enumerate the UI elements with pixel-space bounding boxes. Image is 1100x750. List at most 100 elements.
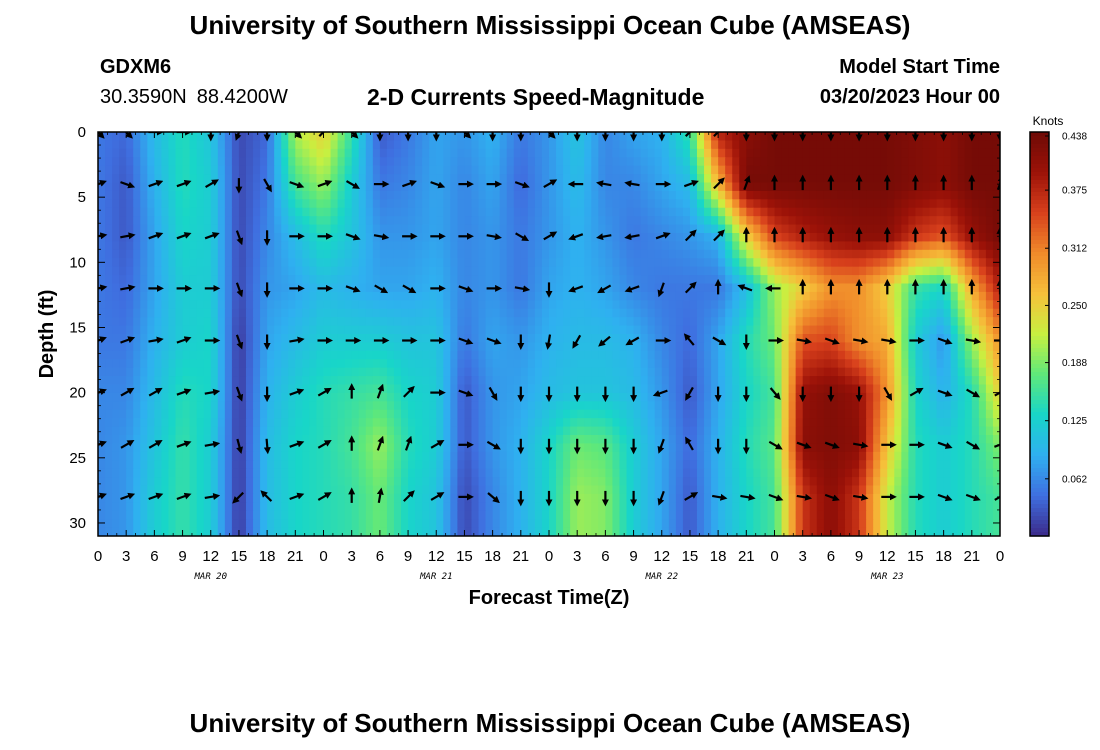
heatmap-cell xyxy=(746,367,754,377)
heatmap-cell xyxy=(661,132,670,142)
heatmap-cell xyxy=(711,409,719,419)
heatmap-cell xyxy=(964,140,973,150)
heatmap-cell xyxy=(844,418,853,428)
heatmap-cell xyxy=(584,300,592,310)
heatmap-cell xyxy=(217,392,226,402)
heatmap-cell xyxy=(774,157,783,167)
heatmap-cell xyxy=(739,350,747,360)
heatmap-cell xyxy=(330,435,339,445)
heatmap-cell xyxy=(647,148,656,158)
heatmap-cell xyxy=(393,165,402,175)
heatmap-cell xyxy=(267,435,275,445)
heatmap-cell xyxy=(274,224,282,234)
heatmap-cell xyxy=(379,359,388,369)
heatmap-cell xyxy=(978,418,987,428)
heatmap-cell xyxy=(520,249,529,259)
heatmap-cell xyxy=(224,249,233,259)
heatmap-cell xyxy=(408,350,416,360)
heatmap-cell xyxy=(605,266,614,276)
heatmap-cell xyxy=(98,308,106,318)
heatmap-cell xyxy=(788,376,797,386)
heatmap-cell xyxy=(485,241,494,251)
heatmap-cell xyxy=(570,266,578,276)
heatmap-cell xyxy=(943,376,952,386)
heatmap-cell xyxy=(781,207,790,217)
heatmap-cell xyxy=(605,174,614,184)
heatmap-cell xyxy=(626,190,635,200)
heatmap-cell xyxy=(450,334,458,344)
heatmap-cell xyxy=(267,266,275,276)
heatmap-cell xyxy=(98,157,106,167)
heatmap-cell xyxy=(781,241,790,251)
heatmap-cell xyxy=(725,392,733,402)
heatmap-cell xyxy=(570,224,578,234)
heatmap-cell xyxy=(133,283,141,293)
heatmap-cell xyxy=(231,325,240,335)
heatmap-cell xyxy=(238,275,247,285)
heatmap-cell xyxy=(541,132,550,142)
heatmap-cell xyxy=(168,182,177,192)
heatmap-cell xyxy=(711,291,719,301)
heatmap-cell xyxy=(133,224,141,234)
heatmap-cell xyxy=(626,300,635,310)
heatmap-cell xyxy=(852,376,860,386)
heatmap-cell xyxy=(492,308,501,318)
heatmap-cell xyxy=(844,291,853,301)
heatmap-cell xyxy=(640,317,649,327)
heatmap-cell xyxy=(189,350,198,360)
heatmap-cell xyxy=(711,258,719,268)
heatmap-cell xyxy=(253,334,261,344)
heatmap-cell xyxy=(429,308,437,318)
heatmap-cell xyxy=(619,317,628,327)
heatmap-cell xyxy=(415,426,423,436)
heatmap-cell xyxy=(175,418,184,428)
heatmap-cell xyxy=(612,443,621,453)
heatmap-cell xyxy=(711,325,719,335)
heatmap-cell xyxy=(647,140,656,150)
heatmap-cell xyxy=(619,140,628,150)
heatmap-cell xyxy=(760,367,769,377)
heatmap-cell xyxy=(767,325,776,335)
heatmap-cell xyxy=(654,283,663,293)
heatmap-cell xyxy=(992,275,1000,285)
heatmap-cell xyxy=(647,451,656,461)
heatmap-cell xyxy=(422,157,430,167)
heatmap-cell xyxy=(992,300,1000,310)
heatmap-cell xyxy=(781,401,790,411)
heatmap-cell xyxy=(443,401,451,411)
heatmap-cell xyxy=(563,418,571,428)
heatmap-cell xyxy=(203,367,212,377)
heatmap-cell xyxy=(661,190,670,200)
heatmap-cell xyxy=(957,199,966,209)
heatmap-cell xyxy=(549,384,557,394)
heatmap-cell xyxy=(739,384,747,394)
heatmap-cell xyxy=(556,241,564,251)
heatmap-cell xyxy=(852,291,860,301)
heatmap-cell xyxy=(978,174,987,184)
heatmap-cell xyxy=(922,233,931,243)
heatmap-cell xyxy=(704,233,712,243)
heatmap-cell xyxy=(852,266,860,276)
heatmap-cell xyxy=(260,249,268,259)
heatmap-cell xyxy=(196,283,205,293)
heatmap-cell xyxy=(901,367,909,377)
heatmap-cell xyxy=(485,300,494,310)
heatmap-cell xyxy=(922,418,931,428)
heatmap-cell xyxy=(492,384,501,394)
heatmap-cell xyxy=(711,148,719,158)
heatmap-cell xyxy=(351,249,360,259)
heatmap-cell xyxy=(950,233,959,243)
heatmap-cell xyxy=(950,275,959,285)
heatmap-cell xyxy=(393,401,402,411)
heatmap-cell xyxy=(795,283,804,293)
heatmap-cell xyxy=(837,132,846,142)
heatmap-cell xyxy=(534,384,543,394)
heatmap-cell xyxy=(859,342,867,352)
heatmap-cell xyxy=(471,426,480,436)
heatmap-cell xyxy=(563,182,571,192)
heatmap-cell xyxy=(147,376,155,386)
heatmap-cell xyxy=(513,325,522,335)
heatmap-cell xyxy=(880,342,888,352)
heatmap-cell xyxy=(675,426,684,436)
heatmap-cell xyxy=(217,233,226,243)
